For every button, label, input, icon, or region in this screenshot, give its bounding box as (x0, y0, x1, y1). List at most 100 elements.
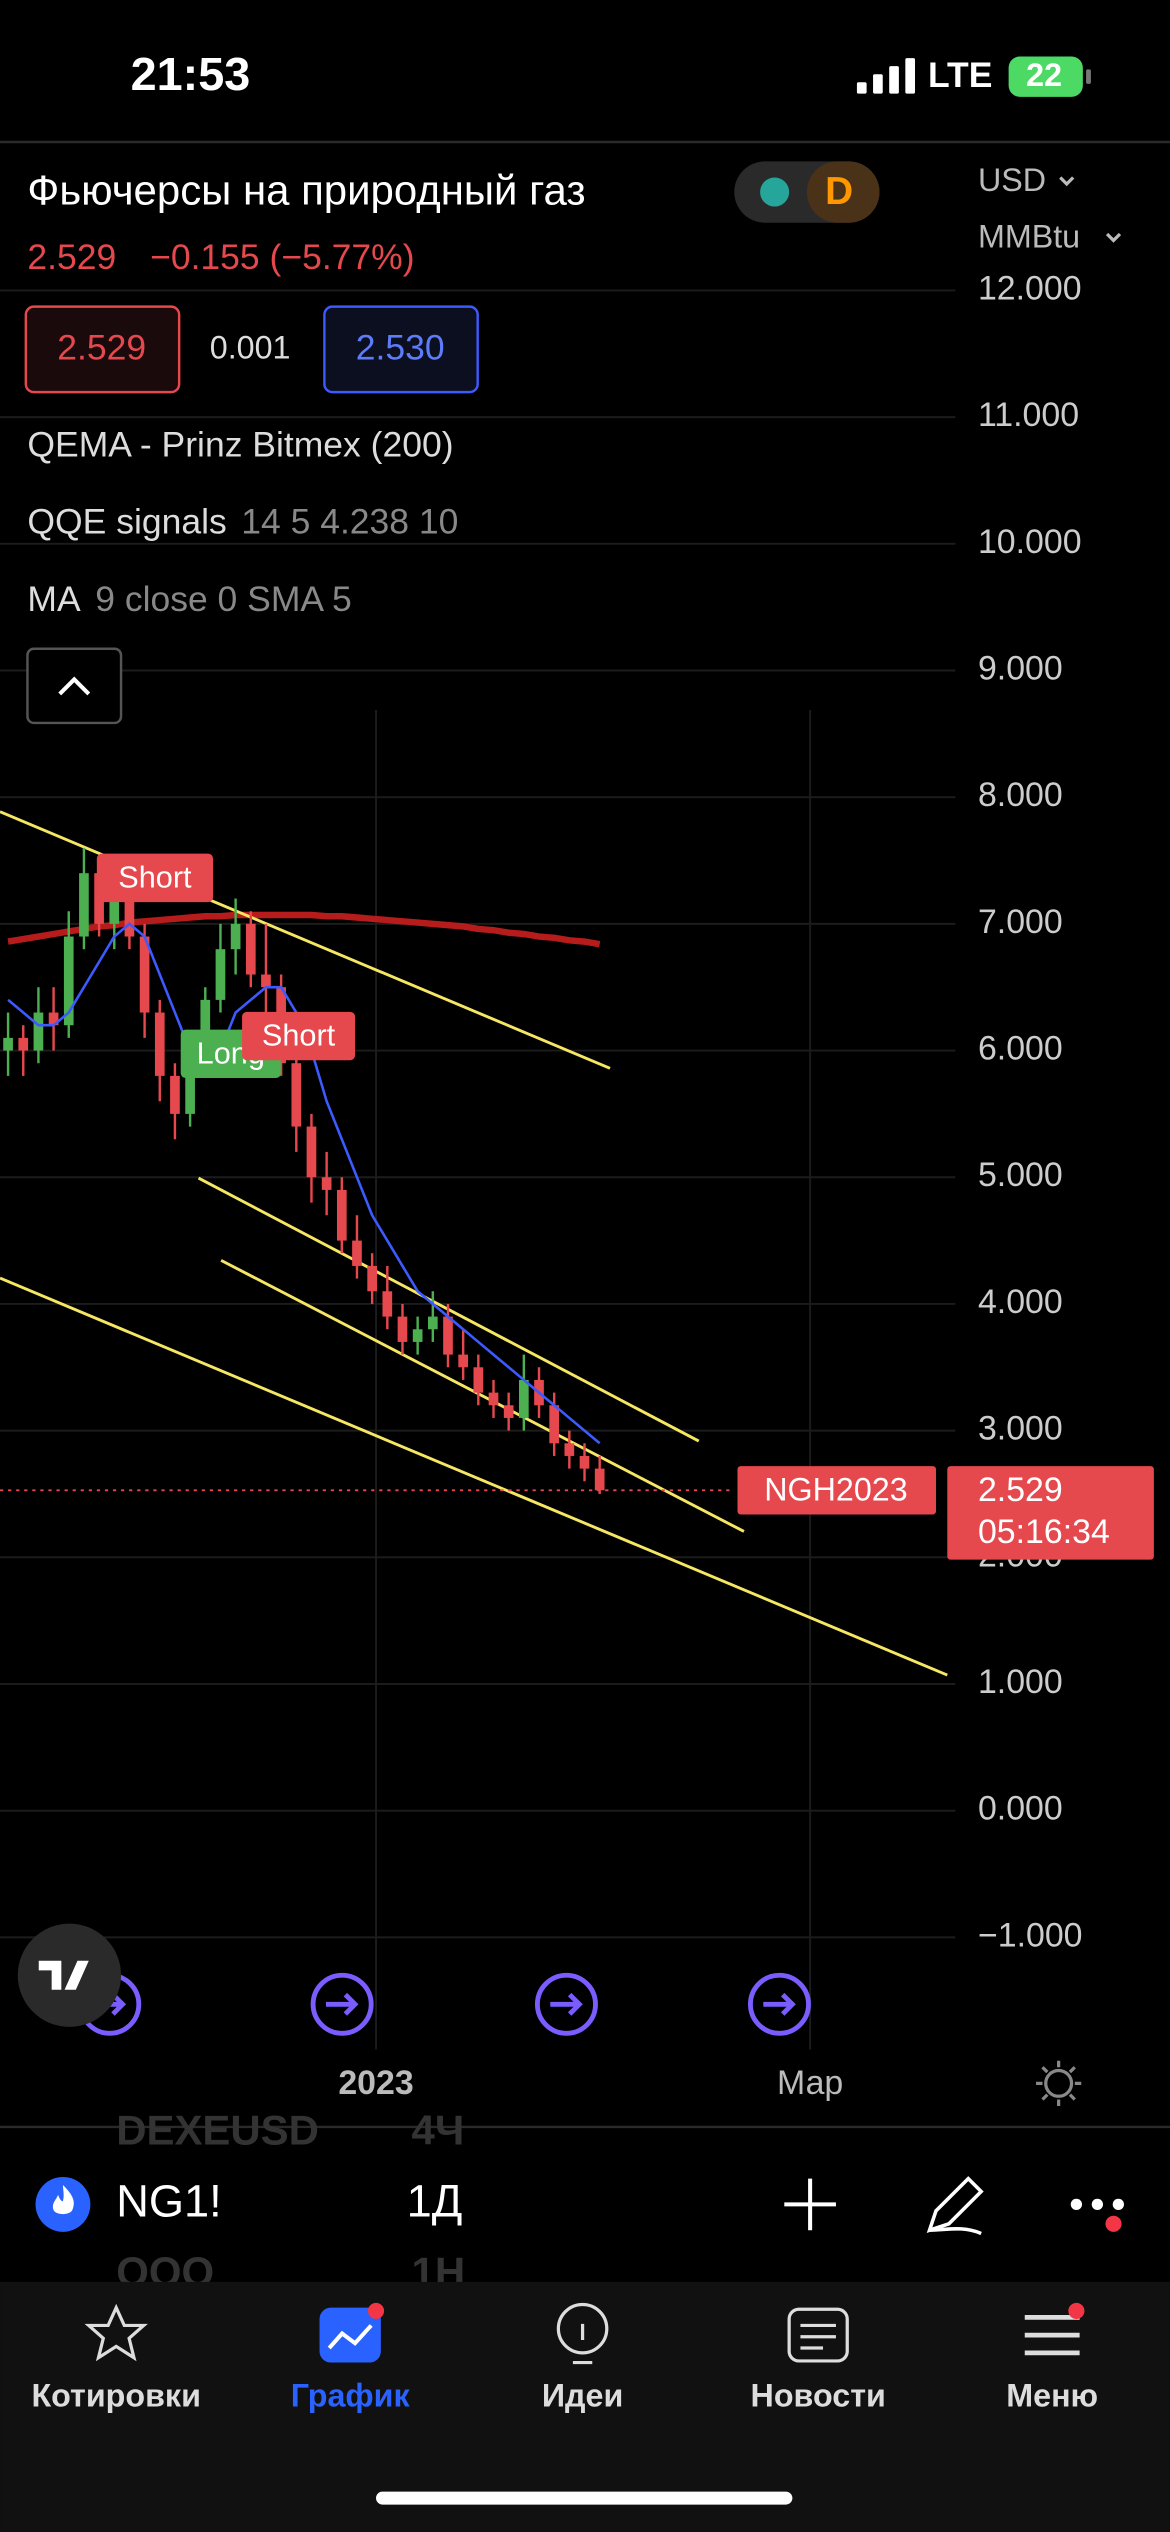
candle-body (412, 1329, 423, 1342)
tab-label[interactable]: График (291, 2378, 411, 2414)
y-tick-label: 3.000 (978, 1410, 1063, 1448)
candle-body (63, 936, 74, 1026)
unit[interactable]: MMBtu (978, 218, 1080, 254)
sell-button[interactable] (24, 305, 181, 394)
trend-line (0, 1276, 948, 1677)
tab-icon (1024, 2314, 1080, 2356)
candle-body (579, 1455, 590, 1469)
settings-rays (1036, 2060, 1082, 2106)
y-tick-label: 12.000 (978, 269, 1082, 307)
ask: 2.530 (356, 328, 445, 368)
candle-body (594, 1468, 605, 1491)
candle-body (336, 1189, 347, 1241)
candle-body (18, 1037, 29, 1051)
symbol-label-bg (737, 1466, 936, 1515)
collapse-button[interactable] (26, 647, 123, 725)
ghost-interval: 4Ч (412, 2106, 465, 2153)
signal-label: Short (118, 861, 192, 895)
tab-icon-line (572, 2323, 593, 2365)
chart: 12.000 11.000 10.000 9.000 8.000 7.000 6.000 5.… (0, 269, 1154, 2102)
candle-body (185, 1063, 195, 1114)
tab-icon (319, 2307, 381, 2363)
y-tick-label: −1.000 (978, 1916, 1083, 1954)
candle-body (154, 1012, 165, 1076)
y-tick-label: 9.000 (978, 649, 1063, 687)
candle-body (443, 1316, 453, 1355)
candle-body (215, 949, 226, 1000)
candle-body (397, 1316, 408, 1342)
y-tick-label: 7.000 (978, 903, 1063, 941)
tab-label[interactable]: Идеи (542, 2378, 623, 2414)
more-button[interactable] (1070, 2198, 1124, 2211)
y-tick-label: 11.000 (978, 396, 1079, 434)
y-tick-label: 1.000 (978, 1663, 1063, 1701)
buy-button[interactable] (323, 305, 479, 394)
candle-body (306, 1126, 317, 1178)
candle-body (139, 936, 150, 1013)
chevron (1059, 176, 1075, 187)
tab-label[interactable]: Меню (1006, 2378, 1098, 2414)
countdown: 05:16:34 (978, 1513, 1110, 1551)
battery-level: 22 (1026, 57, 1062, 93)
candle-body (245, 923, 256, 975)
candle-body (503, 1405, 514, 1418)
signal-label: Short (262, 1019, 336, 1053)
tab-icon-line (327, 2324, 373, 2350)
indicator-name[interactable]: QQE signals 14 5 4.238 10 (27, 502, 458, 542)
price-label: 2.529 (978, 1471, 1063, 1509)
tab-label[interactable]: Котировки (31, 2378, 200, 2414)
status-time: 21:53 (131, 48, 251, 100)
badge-letter: D (825, 170, 853, 213)
candle-body (564, 1443, 575, 1456)
symbol-title: Фьючерсы на природный газ (27, 167, 585, 214)
candle-body (473, 1367, 484, 1393)
candle-body (124, 898, 135, 937)
qema-line (7, 911, 601, 948)
draw-button[interactable] (926, 2176, 984, 2236)
chevron (1105, 232, 1122, 243)
candle-body (488, 1392, 499, 1406)
tab-label[interactable]: Новости (751, 2378, 886, 2414)
price-label-bg (947, 1466, 1154, 1560)
candle-body (33, 1012, 44, 1051)
toolbar-symbol[interactable]: NG1! (116, 2175, 221, 2226)
y-tick-label: 6.000 (978, 1030, 1063, 1068)
tab-icon (84, 2303, 148, 2362)
symbol-label: NGH2023 (764, 1471, 907, 1507)
settings-icon[interactable] (1044, 2068, 1074, 2098)
battery-tip (1086, 69, 1091, 84)
candle-body (3, 1037, 13, 1051)
candle-body (291, 1063, 302, 1127)
candle-body (427, 1316, 438, 1330)
tab-icon (556, 2302, 609, 2355)
y-tick-label: 5.000 (978, 1156, 1063, 1194)
add-button[interactable] (784, 2178, 836, 2231)
spread: 0.001 (210, 330, 291, 366)
signal-icon (856, 58, 916, 94)
tab-bar (0, 2281, 1170, 2532)
indicator-params: 14 5 4.238 10 (241, 502, 458, 542)
indicator-name[interactable]: MA 9 close 0 SMA 5 (27, 579, 351, 619)
tv-logo[interactable] (17, 1923, 122, 2027)
candle-body (352, 1240, 362, 1266)
notification-dot (367, 2302, 385, 2319)
candle-body (79, 873, 89, 937)
signal-label-bg (96, 853, 214, 903)
notification-dot (1068, 2302, 1085, 2319)
trend-line (220, 1259, 745, 1533)
y-tick-label: 10.000 (978, 523, 1082, 561)
candle-body (261, 974, 271, 988)
signal-label-bg (242, 1011, 356, 1061)
candle-body (109, 898, 120, 924)
candle-body (48, 1012, 59, 1026)
indicator-name[interactable]: QEMA - Prinz Bitmex (200) (27, 424, 453, 464)
currency[interactable]: USD (978, 162, 1046, 198)
toolbar-interval[interactable]: 1Д (407, 2175, 463, 2226)
notification-dot (1105, 2215, 1122, 2232)
tab-icon (787, 2307, 849, 2363)
indicator-params: 9 close 0 SMA 5 (95, 579, 352, 619)
candle-body (518, 1379, 529, 1418)
